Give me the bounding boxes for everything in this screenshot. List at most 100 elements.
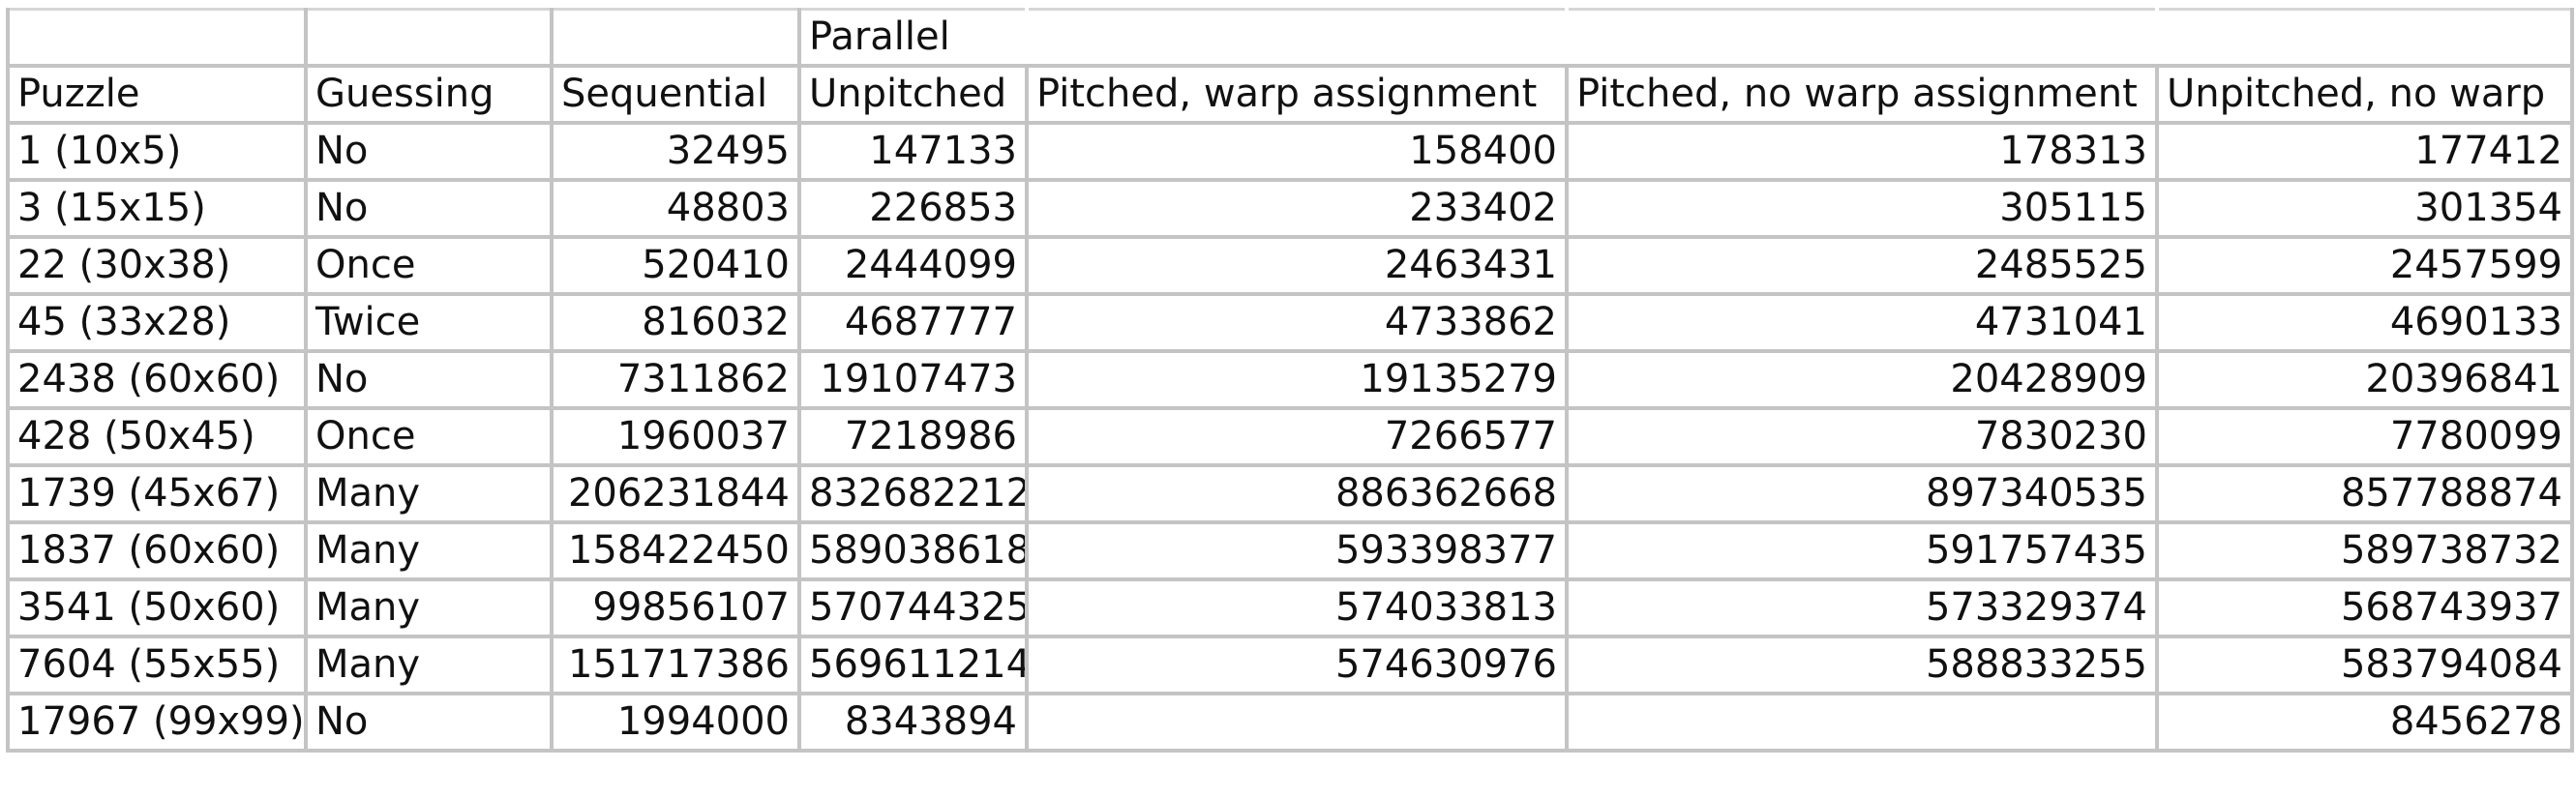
cell-pitched-warp-assignment[interactable]: [1025, 692, 1569, 753]
cell-sequential[interactable]: 7311862: [550, 349, 801, 410]
cell-unpitched-no-warp[interactable]: 20396841: [2155, 349, 2574, 410]
cell-puzzle[interactable]: 7604 (55x55): [6, 635, 308, 695]
cell-empty[interactable]: [550, 8, 801, 68]
cell-unpitched-no-warp[interactable]: 857788874: [2155, 463, 2574, 524]
header-unpitched-no-warp[interactable]: Unpitched, no warp: [2155, 64, 2574, 125]
cell-unpitched[interactable]: 2444099: [797, 235, 1029, 296]
cell-pitched-no-warp-assignment[interactable]: 305115: [1565, 178, 2159, 239]
cell-pitched-no-warp-assignment[interactable]: 588833255: [1565, 635, 2159, 695]
cell-empty[interactable]: [1565, 8, 2157, 68]
cell-unpitched[interactable]: 4687777: [797, 292, 1029, 353]
cell-guessing[interactable]: Many: [304, 463, 554, 524]
cell-sequential[interactable]: 816032: [550, 292, 801, 353]
cell-empty[interactable]: [2155, 8, 2574, 68]
cell-puzzle[interactable]: 1837 (60x60): [6, 520, 308, 581]
cell-unpitched[interactable]: 7218986: [797, 406, 1029, 467]
table-row: 1 (10x5) No 32495 147133 158400 178313 177412: [6, 121, 2574, 182]
cell-guessing[interactable]: Once: [304, 406, 554, 467]
cell-guessing[interactable]: Many: [304, 577, 554, 638]
cell-pitched-no-warp-assignment[interactable]: 591757435: [1565, 520, 2159, 581]
table-row: 3541 (50x60) Many 99856107 570744325 5740338…: [6, 577, 2574, 638]
cell-unpitched[interactable]: 226853: [797, 178, 1029, 239]
cell-unpitched-no-warp[interactable]: 177412: [2155, 121, 2574, 182]
table-row: 7604 (55x55) Many 151717386 569611214 574630…: [6, 635, 2574, 695]
cell-pitched-no-warp-assignment[interactable]: 897340535: [1565, 463, 2159, 524]
cell-empty[interactable]: [304, 8, 554, 68]
cell-sequential[interactable]: 206231844: [550, 463, 801, 524]
cell-empty[interactable]: [1025, 8, 1567, 68]
cell-pitched-no-warp-assignment[interactable]: 20428909: [1565, 349, 2159, 410]
cell-pitched-no-warp-assignment[interactable]: [1565, 692, 2159, 753]
cell-unpitched[interactable]: 832682212: [797, 463, 1029, 524]
cell-unpitched[interactable]: 569611214: [797, 635, 1029, 695]
cell-puzzle[interactable]: 1 (10x5): [6, 121, 308, 182]
cell-puzzle[interactable]: 428 (50x45): [6, 406, 308, 467]
cell-pitched-warp-assignment[interactable]: 158400: [1025, 121, 1569, 182]
cell-guessing[interactable]: Many: [304, 635, 554, 695]
header-pitched-no-warp-assignment[interactable]: Pitched, no warp assignment: [1565, 64, 2159, 125]
cell-unpitched-no-warp[interactable]: 4690133: [2155, 292, 2574, 353]
cell-pitched-no-warp-assignment[interactable]: 4731041: [1565, 292, 2159, 353]
cell-pitched-no-warp-assignment[interactable]: 7830230: [1565, 406, 2159, 467]
cell-unpitched[interactable]: 570744325: [797, 577, 1029, 638]
cell-pitched-warp-assignment[interactable]: 19135279: [1025, 349, 1569, 410]
cell-pitched-warp-assignment[interactable]: 233402: [1025, 178, 1569, 239]
cell-pitched-no-warp-assignment[interactable]: 573329374: [1565, 577, 2159, 638]
table-row: 428 (50x45) Once 1960037 7218986 7266577 7830…: [6, 406, 2574, 467]
cell-sequential[interactable]: 32495: [550, 121, 801, 182]
cell-pitched-warp-assignment[interactable]: 574630976: [1025, 635, 1569, 695]
cell-pitched-no-warp-assignment[interactable]: 178313: [1565, 121, 2159, 182]
cell-empty[interactable]: [6, 8, 308, 68]
cell-sequential[interactable]: 48803: [550, 178, 801, 239]
cell-puzzle[interactable]: 2438 (60x60): [6, 349, 308, 410]
cell-unpitched[interactable]: 147133: [797, 121, 1029, 182]
cell-guessing[interactable]: No: [304, 692, 554, 753]
cell-puzzle[interactable]: 3 (15x15): [6, 178, 308, 239]
header-sequential[interactable]: Sequential: [550, 64, 801, 125]
cell-pitched-no-warp-assignment[interactable]: 2485525: [1565, 235, 2159, 296]
cell-unpitched[interactable]: 8343894: [797, 692, 1029, 753]
cell-unpitched-no-warp[interactable]: 2457599: [2155, 235, 2574, 296]
header-unpitched[interactable]: Unpitched: [797, 64, 1029, 125]
cell-unpitched-no-warp[interactable]: 583794084: [2155, 635, 2574, 695]
cell-sequential[interactable]: 158422450: [550, 520, 801, 581]
cell-unpitched-no-warp[interactable]: 7780099: [2155, 406, 2574, 467]
parallel-group-header[interactable]: Parallel: [797, 8, 1027, 68]
cell-unpitched[interactable]: 589038618: [797, 520, 1029, 581]
cell-sequential[interactable]: 1960037: [550, 406, 801, 467]
cell-guessing[interactable]: Once: [304, 235, 554, 296]
table-row: 2438 (60x60) No 7311862 19107473 19135279 204…: [6, 349, 2574, 410]
header-pitched-warp-assignment[interactable]: Pitched, warp assignment: [1025, 64, 1569, 125]
cell-unpitched-no-warp[interactable]: 589738732: [2155, 520, 2574, 581]
cell-pitched-warp-assignment[interactable]: 7266577: [1025, 406, 1569, 467]
cell-puzzle[interactable]: 3541 (50x60): [6, 577, 308, 638]
cell-guessing[interactable]: No: [304, 178, 554, 239]
cell-puzzle[interactable]: 17967 (99x99): [6, 692, 308, 753]
cell-unpitched-no-warp[interactable]: 568743937: [2155, 577, 2574, 638]
cell-pitched-warp-assignment[interactable]: 593398377: [1025, 520, 1569, 581]
header-puzzle[interactable]: Puzzle: [6, 64, 308, 125]
table-row: 22 (30x38) Once 520410 2444099 2463431 248552…: [6, 235, 2574, 296]
cell-guessing[interactable]: Many: [304, 520, 554, 581]
cell-sequential[interactable]: 151717386: [550, 635, 801, 695]
cell-puzzle[interactable]: 22 (30x38): [6, 235, 308, 296]
cell-unpitched[interactable]: 19107473: [797, 349, 1029, 410]
cell-guessing[interactable]: No: [304, 121, 554, 182]
table-row: 45 (33x28) Twice 816032 4687777 4733862 47310…: [6, 292, 2574, 353]
cell-sequential[interactable]: 99856107: [550, 577, 801, 638]
cell-sequential[interactable]: 1994000: [550, 692, 801, 753]
cell-puzzle[interactable]: 1739 (45x67): [6, 463, 308, 524]
cell-unpitched-no-warp[interactable]: 8456278: [2155, 692, 2574, 753]
cell-pitched-warp-assignment[interactable]: 2463431: [1025, 235, 1569, 296]
cell-pitched-warp-assignment[interactable]: 4733862: [1025, 292, 1569, 353]
group-header-row: Parallel: [6, 8, 2574, 68]
cell-sequential[interactable]: 520410: [550, 235, 801, 296]
cell-pitched-warp-assignment[interactable]: 886362668: [1025, 463, 1569, 524]
cell-unpitched-no-warp[interactable]: 301354: [2155, 178, 2574, 239]
cell-pitched-warp-assignment[interactable]: 574033813: [1025, 577, 1569, 638]
header-guessing[interactable]: Guessing: [304, 64, 554, 125]
cell-puzzle[interactable]: 45 (33x28): [6, 292, 308, 353]
cell-guessing[interactable]: Twice: [304, 292, 554, 353]
cell-guessing[interactable]: No: [304, 349, 554, 410]
